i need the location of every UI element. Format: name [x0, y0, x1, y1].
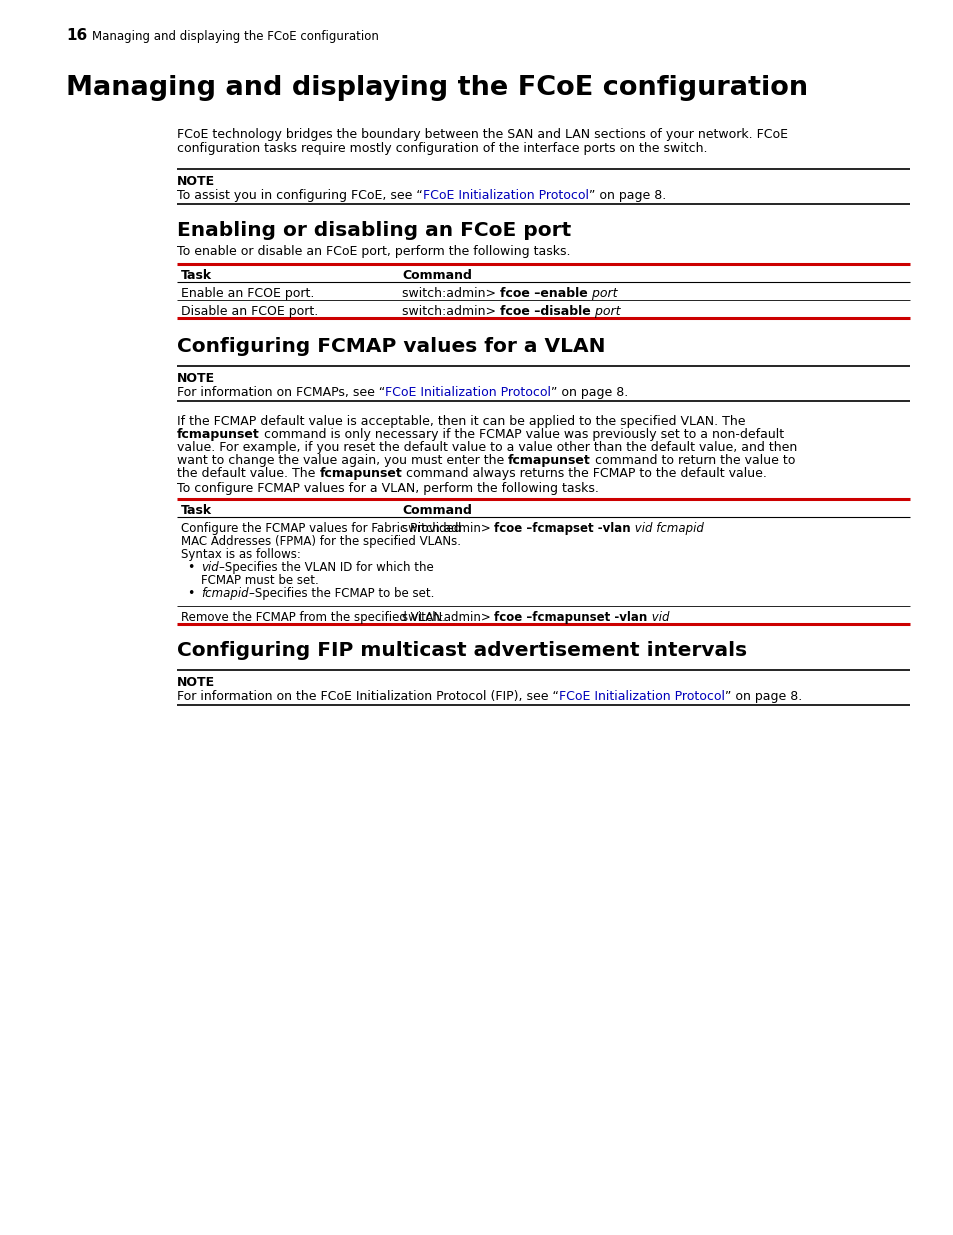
Text: switch:admin>: switch:admin> [401, 287, 499, 300]
Text: 16: 16 [66, 28, 87, 43]
Text: fcmapunset: fcmapunset [508, 454, 590, 467]
Text: FCoE technology bridges the boundary between the SAN and LAN sections of your ne: FCoE technology bridges the boundary bet… [177, 128, 787, 141]
Text: Configure the FCMAP values for Fabric Provided: Configure the FCMAP values for Fabric Pr… [181, 522, 461, 535]
Text: vid: vid [201, 561, 218, 574]
Text: fcoe –fcmapset -vlan: fcoe –fcmapset -vlan [494, 522, 631, 535]
Text: switch:admin>: switch:admin> [401, 611, 494, 624]
Text: –Specifies the FCMAP to be set.: –Specifies the FCMAP to be set. [249, 587, 434, 600]
Text: Command: Command [401, 269, 472, 282]
Text: vid: vid [647, 611, 669, 624]
Text: switch:admin>: switch:admin> [401, 305, 499, 317]
Text: fcoe –enable: fcoe –enable [499, 287, 587, 300]
Text: fcmapunset: fcmapunset [177, 429, 259, 441]
Text: To configure FCMAP values for a VLAN, perform the following tasks.: To configure FCMAP values for a VLAN, pe… [177, 482, 598, 495]
Text: port: port [590, 305, 619, 317]
Text: fcmapid: fcmapid [201, 587, 249, 600]
Text: ” on page 8.: ” on page 8. [588, 189, 665, 203]
Text: Enable an FCOE port.: Enable an FCOE port. [181, 287, 314, 300]
Text: NOTE: NOTE [177, 175, 214, 188]
Text: ” on page 8.: ” on page 8. [551, 387, 628, 399]
Text: the default value. The: the default value. The [177, 467, 319, 480]
Text: NOTE: NOTE [177, 372, 214, 385]
Text: •: • [187, 587, 194, 600]
Text: command always returns the FCMAP to the default value.: command always returns the FCMAP to the … [402, 467, 766, 480]
Text: NOTE: NOTE [177, 676, 214, 689]
Text: want to change the value again, you must enter the: want to change the value again, you must… [177, 454, 508, 467]
Text: Remove the FCMAP from the specified VLAN.: Remove the FCMAP from the specified VLAN… [181, 611, 445, 624]
Text: switch:admin>: switch:admin> [401, 522, 494, 535]
Text: Disable an FCOE port.: Disable an FCOE port. [181, 305, 318, 317]
Text: fcoe –disable: fcoe –disable [499, 305, 590, 317]
Text: Syntax is as follows:: Syntax is as follows: [181, 548, 300, 561]
Text: Configuring FCMAP values for a VLAN: Configuring FCMAP values for a VLAN [177, 337, 605, 356]
Text: Managing and displaying the FCoE configuration: Managing and displaying the FCoE configu… [66, 75, 807, 101]
Text: configuration tasks require mostly configuration of the interface ports on the s: configuration tasks require mostly confi… [177, 142, 707, 156]
Text: fcmapunset: fcmapunset [319, 467, 402, 480]
Text: value. For example, if you reset the default value to a value other than the def: value. For example, if you reset the def… [177, 441, 797, 454]
Text: Command: Command [401, 504, 472, 517]
Text: ” on page 8.: ” on page 8. [724, 690, 801, 703]
Text: If the FCMAP default value is acceptable, then it can be applied to the specifie: If the FCMAP default value is acceptable… [177, 415, 744, 429]
Text: •: • [187, 561, 194, 574]
Text: –Specifies the VLAN ID for which the: –Specifies the VLAN ID for which the [218, 561, 433, 574]
Text: port: port [587, 287, 617, 300]
Text: For information on FCMAPs, see “: For information on FCMAPs, see “ [177, 387, 385, 399]
Text: To enable or disable an FCoE port, perform the following tasks.: To enable or disable an FCoE port, perfo… [177, 245, 570, 258]
Text: FCoE Initialization Protocol: FCoE Initialization Protocol [558, 690, 724, 703]
Text: FCMAP must be set.: FCMAP must be set. [201, 574, 318, 587]
Text: MAC Addresses (FPMA) for the specified VLANs.: MAC Addresses (FPMA) for the specified V… [181, 535, 460, 548]
Text: command to return the value to: command to return the value to [590, 454, 795, 467]
Text: fcoe –fcmapunset -vlan: fcoe –fcmapunset -vlan [494, 611, 647, 624]
Text: To assist you in configuring FCoE, see “: To assist you in configuring FCoE, see “ [177, 189, 422, 203]
Text: Managing and displaying the FCoE configuration: Managing and displaying the FCoE configu… [91, 30, 378, 43]
Text: FCoE Initialization Protocol: FCoE Initialization Protocol [422, 189, 588, 203]
Text: Configuring FIP multicast advertisement intervals: Configuring FIP multicast advertisement … [177, 641, 746, 659]
Text: Task: Task [181, 504, 212, 517]
Text: command is only necessary if the FCMAP value was previously set to a non-default: command is only necessary if the FCMAP v… [259, 429, 783, 441]
Text: FCoE Initialization Protocol: FCoE Initialization Protocol [385, 387, 551, 399]
Text: For information on the FCoE Initialization Protocol (FIP), see “: For information on the FCoE Initializati… [177, 690, 558, 703]
Text: vid fcmapid: vid fcmapid [631, 522, 703, 535]
Text: Task: Task [181, 269, 212, 282]
Text: Enabling or disabling an FCoE port: Enabling or disabling an FCoE port [177, 221, 571, 240]
